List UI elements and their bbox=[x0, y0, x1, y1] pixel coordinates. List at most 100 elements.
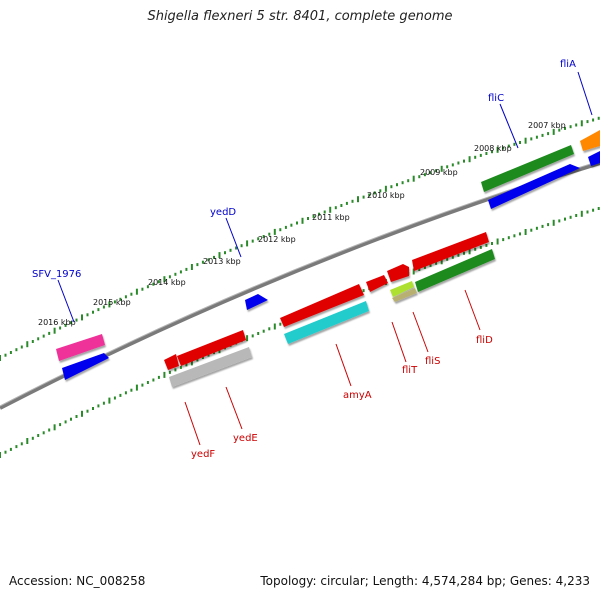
tick-mark bbox=[119, 393, 122, 397]
tick-mark bbox=[279, 228, 282, 232]
tick-mark bbox=[15, 348, 18, 352]
gene-label-yedF[interactable]: yedF bbox=[191, 449, 215, 460]
tick-mark bbox=[446, 165, 449, 169]
tick-mark bbox=[290, 223, 293, 227]
tick-mark bbox=[75, 415, 78, 418]
tick-mark bbox=[580, 210, 583, 217]
tick-mark bbox=[268, 327, 271, 331]
tick-mark bbox=[440, 165, 443, 172]
gene-blue-bar[interactable] bbox=[62, 353, 109, 380]
tick-mark bbox=[97, 404, 100, 408]
tick-mark bbox=[435, 169, 438, 173]
tick-mark bbox=[31, 340, 34, 343]
tick-mark bbox=[468, 248, 471, 255]
gene-yedD-bar[interactable] bbox=[245, 294, 268, 310]
tick-mark bbox=[102, 401, 105, 405]
tick-mark bbox=[102, 305, 105, 309]
tick-mark bbox=[75, 318, 78, 322]
tick-mark bbox=[224, 251, 226, 255]
tick-mark bbox=[296, 221, 298, 225]
gene-label-fliA[interactable]: fliA bbox=[560, 59, 576, 70]
tick-mark bbox=[507, 236, 510, 240]
gene-fliS-bar[interactable] bbox=[390, 281, 414, 297]
tick-mark bbox=[48, 428, 51, 432]
gene-label-yedD[interactable]: yedD bbox=[210, 207, 236, 218]
gene-blue-bar[interactable] bbox=[588, 151, 600, 166]
tick-mark bbox=[284, 225, 287, 229]
tick-mark bbox=[196, 263, 199, 267]
tick-mark bbox=[92, 310, 94, 314]
tick-mark bbox=[373, 191, 376, 195]
gene-blue-bar[interactable] bbox=[488, 164, 580, 209]
gene-yedE-bar[interactable] bbox=[177, 330, 246, 366]
gene-grey-bar[interactable] bbox=[169, 347, 252, 387]
tick-mark bbox=[146, 285, 149, 289]
tick-mark bbox=[451, 163, 454, 167]
tick-mark bbox=[418, 175, 421, 179]
tick-mark bbox=[113, 396, 116, 400]
tick-mark bbox=[70, 321, 72, 325]
gene-label-SFV_1976[interactable]: SFV_1976 bbox=[32, 269, 81, 280]
tick-mark bbox=[451, 255, 454, 259]
tick-mark bbox=[31, 436, 34, 440]
gene-label-fliC[interactable]: fliC bbox=[488, 93, 504, 104]
gene-red-arrow[interactable] bbox=[387, 264, 409, 282]
gene-fliA-bar[interactable] bbox=[580, 130, 600, 151]
tick-mark bbox=[407, 179, 410, 183]
tick-mark bbox=[130, 388, 133, 392]
label-leaders bbox=[57, 71, 593, 446]
tick-mark bbox=[323, 210, 326, 214]
gene-label-fliD[interactable]: fliD bbox=[476, 335, 493, 346]
gene-red-arrow[interactable] bbox=[164, 354, 179, 370]
tick-mark bbox=[530, 228, 533, 232]
tick-mark bbox=[362, 195, 365, 199]
tick-mark bbox=[479, 245, 482, 249]
tick-mark bbox=[519, 232, 521, 236]
tick-mark bbox=[108, 397, 111, 404]
gene-label-fliS[interactable]: fliS bbox=[425, 356, 440, 367]
gene-cyan-bar[interactable] bbox=[284, 301, 369, 344]
tick-mark bbox=[174, 368, 177, 372]
tick-mark bbox=[592, 208, 595, 212]
tick-mark bbox=[20, 442, 23, 446]
gene-SFV1976-bar[interactable] bbox=[56, 334, 105, 361]
gene-label-yedE[interactable]: yedE bbox=[233, 433, 258, 444]
tick-mark bbox=[262, 329, 265, 333]
gene-fliT-bar[interactable] bbox=[392, 288, 417, 302]
tick-mark bbox=[97, 308, 100, 312]
tick-mark bbox=[429, 263, 432, 267]
gene-red-arrow[interactable] bbox=[366, 275, 388, 292]
tick-mark bbox=[524, 229, 527, 235]
tick-mark bbox=[597, 207, 600, 210]
tick-mark bbox=[418, 268, 421, 271]
tick-mark bbox=[329, 206, 332, 213]
tick-mark bbox=[26, 341, 29, 348]
tick-mark bbox=[92, 407, 94, 410]
gene-amyA-bar[interactable] bbox=[280, 284, 364, 327]
tick-mark bbox=[586, 210, 589, 214]
tick-mark bbox=[558, 128, 561, 132]
tick-mark bbox=[135, 384, 138, 391]
tick-mark bbox=[575, 214, 578, 217]
tick-mark bbox=[513, 142, 516, 146]
tick-mark bbox=[207, 353, 210, 357]
gene-fliD-bar[interactable] bbox=[412, 232, 489, 271]
gene-fliD-green-bar[interactable] bbox=[415, 249, 495, 292]
tick-mark bbox=[0, 355, 1, 361]
tick-mark bbox=[9, 447, 12, 451]
tick-mark bbox=[179, 270, 182, 274]
tick-mark bbox=[463, 159, 465, 163]
tick-mark bbox=[502, 146, 505, 150]
tick-mark bbox=[401, 181, 404, 185]
gene-label-fliT[interactable]: fliT bbox=[402, 365, 418, 376]
gene-fliC-bar[interactable] bbox=[481, 145, 574, 192]
gene-label-amyA[interactable]: amyA bbox=[343, 390, 372, 401]
tick-mark bbox=[246, 335, 249, 342]
tick-mark bbox=[513, 234, 516, 238]
tick-mark bbox=[279, 322, 282, 326]
tick-mark bbox=[357, 196, 359, 203]
tick-mark bbox=[502, 238, 505, 242]
tick-mark bbox=[384, 185, 387, 192]
tick-mark bbox=[157, 375, 160, 379]
